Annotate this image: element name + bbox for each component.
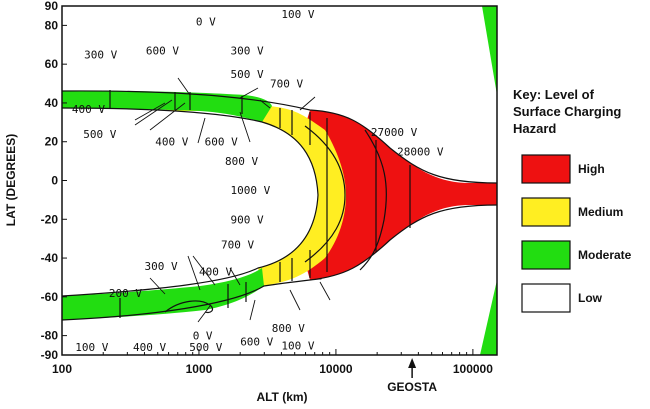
contour-label: 400 V bbox=[155, 136, 188, 149]
x-axis-title: ALT (km) bbox=[256, 390, 307, 404]
contour-label: 600 V bbox=[146, 45, 179, 58]
contour-label: 100 V bbox=[75, 341, 108, 354]
region-moderate-corner-north bbox=[482, 6, 497, 95]
contour-label: 700 V bbox=[221, 238, 254, 251]
y-tick-label: 40 bbox=[45, 96, 59, 110]
legend-swatch-high bbox=[521, 154, 571, 184]
region-moderate-corner-south bbox=[480, 280, 497, 355]
contour-label: 300 V bbox=[144, 260, 177, 273]
x-tick-label: 1000 bbox=[186, 362, 213, 376]
contour-label: 900 V bbox=[231, 213, 264, 226]
geosta-label: GEOSTA bbox=[387, 380, 437, 394]
contour-label: 400 V bbox=[199, 266, 232, 279]
contour-label: 300 V bbox=[84, 48, 117, 61]
y-tick-label: -20 bbox=[41, 212, 59, 226]
legend-swatch-low bbox=[521, 283, 571, 313]
legend-swatch-moderate bbox=[521, 240, 571, 270]
legend-title-line-2: Surface Charging bbox=[513, 104, 621, 119]
region-medium-band bbox=[258, 106, 346, 286]
y-tick-label: -80 bbox=[41, 329, 59, 343]
geosta-marker: GEOSTA bbox=[387, 358, 437, 394]
contour-label: 500 V bbox=[83, 128, 116, 141]
legend-title-line-1: Key: Level of bbox=[513, 87, 595, 102]
x-tick-label: 100 bbox=[52, 362, 72, 376]
y-axis-title: LAT (DEGREES) bbox=[4, 134, 18, 226]
y-tick-label: -40 bbox=[41, 251, 59, 265]
x-tick-label: 100000 bbox=[453, 362, 493, 376]
contour-label: 800 V bbox=[272, 322, 305, 335]
contour-label: 200 V bbox=[109, 287, 142, 300]
contour-label: 400 V bbox=[133, 341, 166, 354]
contour-label: 100 V bbox=[281, 8, 314, 21]
y-tick-label: -60 bbox=[41, 290, 59, 304]
contour-label: 800 V bbox=[225, 155, 258, 168]
region-high bbox=[305, 110, 497, 280]
contour-label: 400 V bbox=[72, 103, 105, 116]
legend-label-medium: Medium bbox=[578, 205, 623, 219]
hazard-regions bbox=[62, 6, 497, 355]
y-tick-label: 20 bbox=[45, 135, 59, 149]
contour-label: 27000 V bbox=[371, 126, 418, 139]
y-tick-label: 0 bbox=[51, 174, 58, 188]
boundary-outer-south bbox=[62, 204, 497, 321]
contour-labels: 0 V 0 V 100 V 100 V 100 V 300 V 600 V 300 V 500 … bbox=[72, 8, 444, 354]
contour-label: 0 V bbox=[193, 330, 213, 343]
legend: Key: Level of Surface Charging Hazard Hi… bbox=[513, 87, 632, 313]
contour-label: 500 V bbox=[189, 341, 222, 354]
boundary-inner-south bbox=[62, 194, 319, 297]
y-tick-label: 60 bbox=[45, 57, 59, 71]
legend-title-line-3: Hazard bbox=[513, 121, 556, 136]
contour-curve-red bbox=[359, 129, 387, 271]
legend-label-low: Low bbox=[578, 291, 603, 305]
contour-label: 600 V bbox=[205, 136, 238, 149]
x-tick-label: 10000 bbox=[319, 362, 353, 376]
legend-label-high: High bbox=[578, 162, 605, 176]
contour-label: 300 V bbox=[231, 45, 264, 58]
boundary-outer-north bbox=[62, 90, 497, 184]
region-moderate-south bbox=[62, 268, 264, 320]
y-axis-ticks: 90 80 60 40 20 0 -20 -40 -60 -80 -90 bbox=[41, 0, 67, 362]
contour-label: 700 V bbox=[270, 78, 303, 91]
legend-label-moderate: Moderate bbox=[578, 248, 632, 262]
legend-swatch-medium bbox=[521, 197, 571, 227]
y-tick-label: 90 bbox=[45, 0, 59, 13]
contour-label: 0 V bbox=[196, 16, 216, 29]
y-tick-label: 80 bbox=[45, 18, 59, 32]
contour-label: 28000 V bbox=[397, 145, 444, 158]
boundary-inner-north bbox=[62, 107, 319, 196]
region-moderate-north bbox=[62, 90, 272, 122]
contour-label: 500 V bbox=[231, 68, 264, 81]
contour-lines bbox=[62, 77, 497, 323]
contour-label: 1000 V bbox=[231, 184, 271, 197]
x-axis-ticks: 100 1000 10000 100000 bbox=[52, 349, 493, 376]
contour-label: 100 V bbox=[281, 339, 314, 352]
leader-lines bbox=[134, 77, 331, 323]
contour-label: 600 V bbox=[240, 335, 273, 348]
y-tick-label: -90 bbox=[41, 348, 59, 362]
contour-curve-south-wing bbox=[164, 300, 214, 314]
geosta-arrow-head bbox=[408, 358, 417, 368]
